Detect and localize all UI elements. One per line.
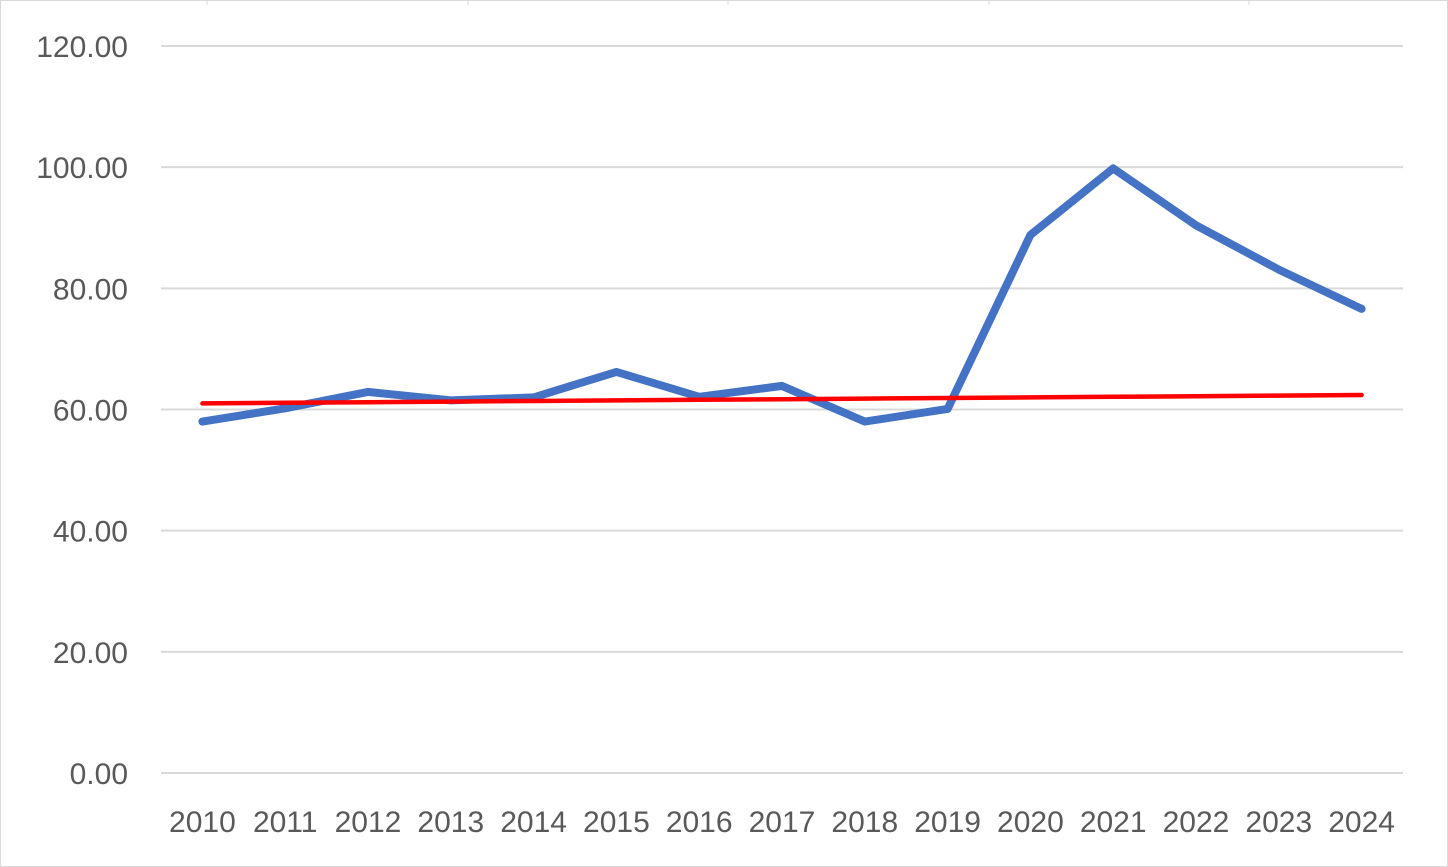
y-tick-label: 60.00 <box>53 395 128 428</box>
x-tick-label: 2022 <box>1163 806 1230 839</box>
x-tick-label: 2020 <box>997 806 1064 839</box>
x-tick-label: 2011 <box>253 806 318 839</box>
y-tick-label: 120.00 <box>36 31 128 64</box>
x-tick-label: 2024 <box>1328 806 1395 839</box>
y-axis-tick-labels: 0.00 20.00 40.00 60.00 80.00 100.00 120.00 <box>36 31 128 791</box>
x-tick-label: 2014 <box>500 806 567 839</box>
top-edge-ticks <box>206 0 1250 5</box>
x-axis-tick-labels: 2010 2011 2012 2013 2014 2015 2016 2017 2018 2019… <box>169 806 1395 839</box>
y-tick-label: 0.00 <box>70 758 128 791</box>
x-tick-label: 2023 <box>1245 806 1312 839</box>
x-tick-label: 2010 <box>169 806 236 839</box>
x-tick-label: 2021 <box>1080 806 1147 839</box>
x-tick-label: 2012 <box>335 806 402 839</box>
series-layer <box>198 164 1366 426</box>
x-tick-label: 2016 <box>666 806 733 839</box>
x-tick-label: 2017 <box>749 806 816 839</box>
series-line-blue <box>198 164 1366 426</box>
trend-line-red <box>200 392 1364 406</box>
x-tick-label: 2019 <box>914 806 981 839</box>
gridlines <box>161 45 1403 774</box>
y-tick-label: 80.00 <box>53 273 128 306</box>
x-tick-label: 2018 <box>831 806 898 839</box>
y-tick-label: 100.00 <box>36 152 128 185</box>
y-tick-label: 40.00 <box>53 516 128 549</box>
y-tick-label: 20.00 <box>53 637 128 670</box>
x-tick-label: 2013 <box>417 806 484 839</box>
x-tick-label: 2015 <box>583 806 650 839</box>
